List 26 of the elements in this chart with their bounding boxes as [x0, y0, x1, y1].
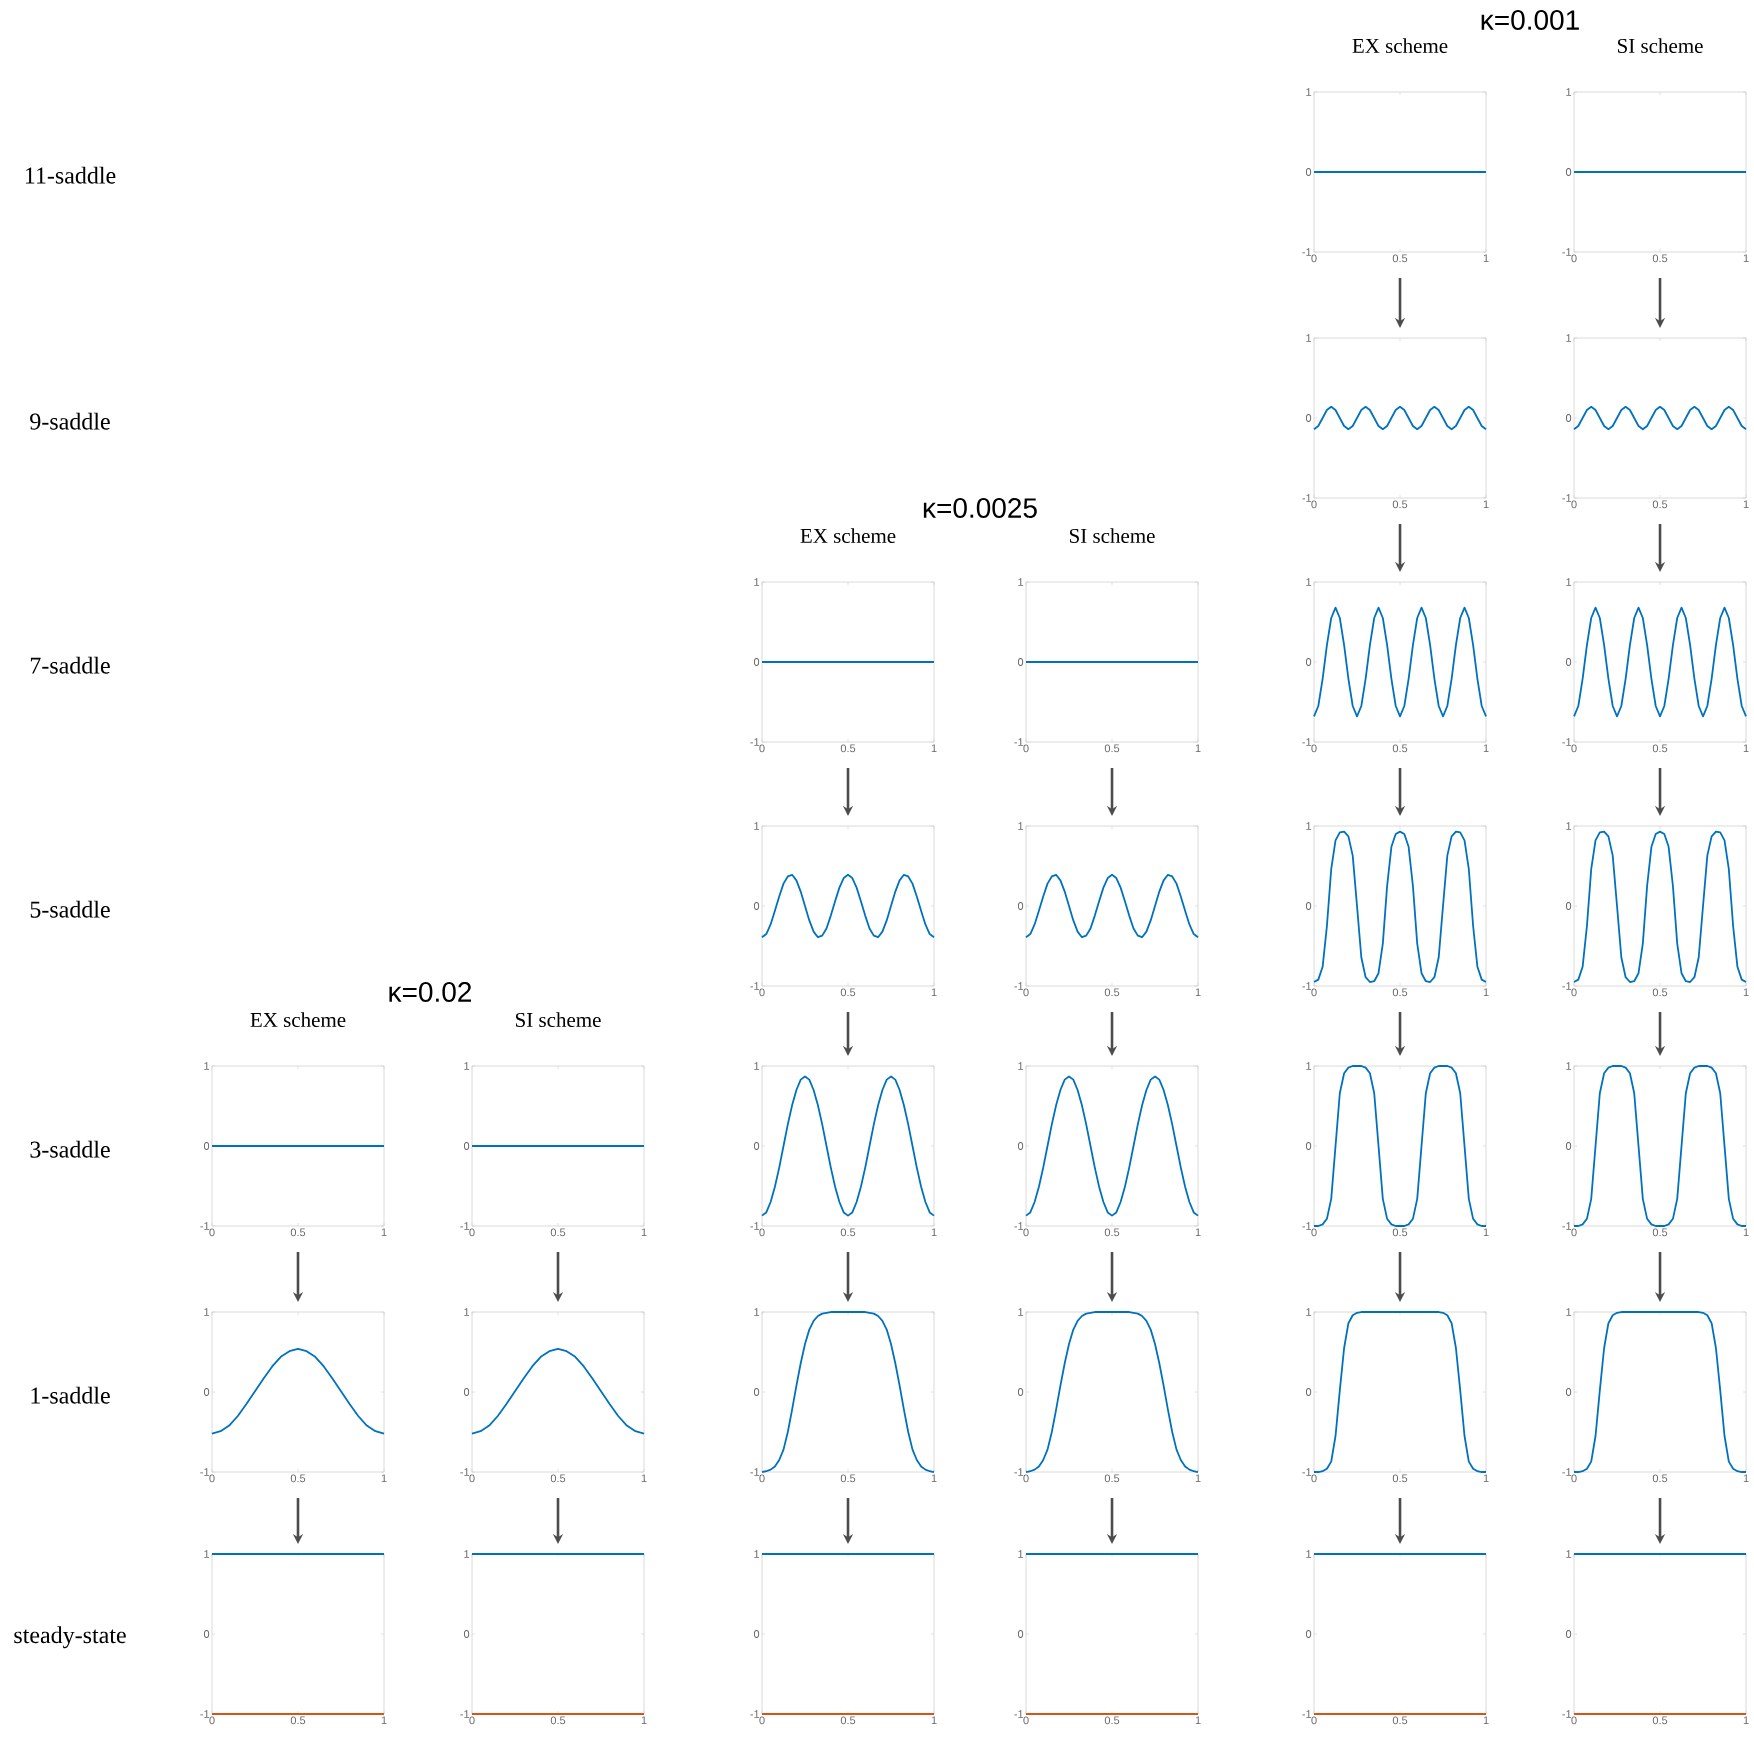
chart-title: EX scheme — [250, 1012, 346, 1028]
line-series — [1573, 606, 1747, 718]
text: κ=0.001 — [1481, 10, 1579, 30]
chart-title: EX scheme — [800, 528, 896, 544]
y-axis-title: 3-saddle — [30, 1140, 110, 1158]
line-series — [1025, 873, 1199, 939]
line-series — [761, 873, 935, 939]
y-axis-title: steady-state — [14, 1626, 126, 1649]
chart-title: EX scheme — [1352, 38, 1448, 54]
line-series — [211, 1347, 385, 1435]
line-series — [471, 1347, 645, 1435]
line-series — [1025, 1075, 1199, 1217]
text: κ=0.0025 — [923, 498, 1037, 518]
line-series — [1313, 606, 1487, 718]
line-series — [1573, 830, 1747, 983]
chart-title: SI scheme — [1617, 38, 1703, 54]
y-axis-title: 7-saddle — [30, 656, 110, 674]
y-axis-title: 1-saddle — [31, 1386, 110, 1404]
y-axis-title: 5-saddle — [30, 900, 110, 918]
line-series — [761, 1075, 935, 1217]
y-axis-title: 9-saddle — [30, 412, 110, 430]
chart-title: SI scheme — [515, 1012, 601, 1028]
y-axis-title: 11-saddle — [25, 166, 116, 184]
line-series — [1313, 830, 1487, 983]
chart-title: SI scheme — [1069, 528, 1155, 544]
text: κ=0.02 — [389, 982, 472, 1002]
